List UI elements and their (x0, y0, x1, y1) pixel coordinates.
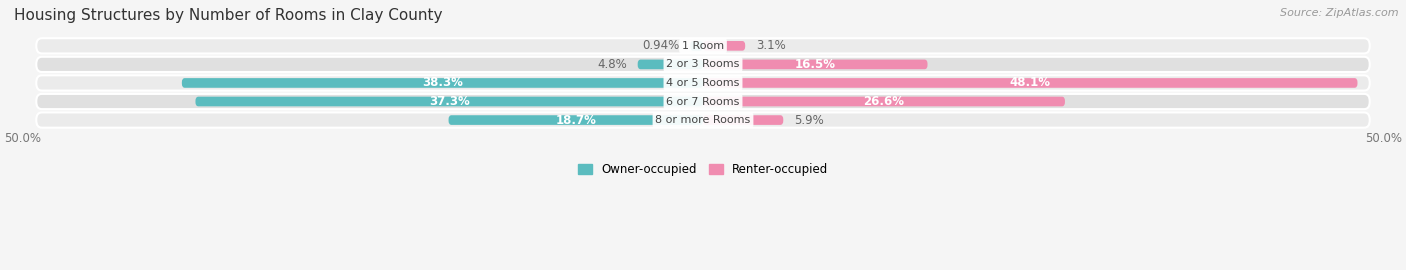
FancyBboxPatch shape (638, 60, 703, 69)
FancyBboxPatch shape (703, 115, 783, 125)
FancyBboxPatch shape (37, 94, 1369, 109)
Text: Housing Structures by Number of Rooms in Clay County: Housing Structures by Number of Rooms in… (14, 8, 443, 23)
Legend: Owner-occupied, Renter-occupied: Owner-occupied, Renter-occupied (572, 158, 834, 181)
Text: 48.1%: 48.1% (1010, 76, 1050, 89)
FancyBboxPatch shape (181, 78, 703, 88)
FancyBboxPatch shape (37, 75, 1369, 90)
FancyBboxPatch shape (703, 60, 928, 69)
FancyBboxPatch shape (703, 41, 745, 51)
Text: 38.3%: 38.3% (422, 76, 463, 89)
FancyBboxPatch shape (37, 112, 1369, 128)
FancyBboxPatch shape (690, 41, 703, 51)
Text: 0.94%: 0.94% (643, 39, 679, 52)
Text: Source: ZipAtlas.com: Source: ZipAtlas.com (1281, 8, 1399, 18)
Text: 5.9%: 5.9% (794, 114, 824, 127)
FancyBboxPatch shape (195, 97, 703, 106)
Text: 6 or 7 Rooms: 6 or 7 Rooms (666, 96, 740, 106)
Text: 2 or 3 Rooms: 2 or 3 Rooms (666, 59, 740, 69)
Text: 16.5%: 16.5% (794, 58, 835, 71)
FancyBboxPatch shape (703, 78, 1357, 88)
Text: 8 or more Rooms: 8 or more Rooms (655, 115, 751, 125)
Text: 18.7%: 18.7% (555, 114, 596, 127)
FancyBboxPatch shape (37, 38, 1369, 53)
Text: 26.6%: 26.6% (863, 95, 904, 108)
FancyBboxPatch shape (449, 115, 703, 125)
Text: 4.8%: 4.8% (598, 58, 627, 71)
Text: 3.1%: 3.1% (756, 39, 786, 52)
FancyBboxPatch shape (37, 57, 1369, 72)
Text: 37.3%: 37.3% (429, 95, 470, 108)
Text: 1 Room: 1 Room (682, 41, 724, 51)
FancyBboxPatch shape (703, 97, 1064, 106)
Text: 4 or 5 Rooms: 4 or 5 Rooms (666, 78, 740, 88)
